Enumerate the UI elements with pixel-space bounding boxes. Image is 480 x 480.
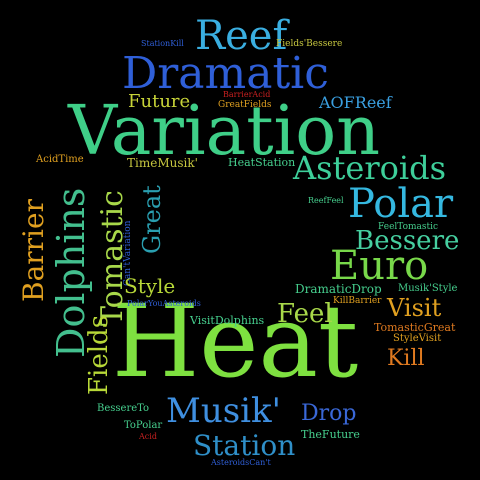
word-dramatic: Dramatic [122, 48, 329, 99]
word-stationkill: StationKill [141, 39, 184, 48]
word-polaryouasteroids: PolarYouAsteroids [127, 299, 201, 308]
word-reeffeel: ReefFeel [308, 196, 344, 205]
word-heatstation: HeatStation [228, 156, 296, 169]
word-acidtime: AcidTime [36, 154, 84, 165]
word-fields: Fields [84, 314, 114, 395]
word-reef: Reef [195, 13, 288, 59]
word-dramaticdrop: DramaticDrop [295, 282, 382, 296]
word-future: Future [128, 91, 191, 112]
word-visit: Visit [387, 294, 442, 322]
word-acid: Acid [139, 432, 157, 441]
word-euro: Euro [330, 243, 429, 289]
word-style: Style [124, 274, 176, 298]
word-feel: Feel [277, 299, 333, 329]
word-greatfields: GreatFields [218, 100, 272, 110]
word-polar: Polar [348, 181, 454, 227]
word-killbarrier: KillBarrier [333, 296, 382, 306]
word-musik: Musik' [166, 391, 281, 431]
word-asteroidscant: AsteroidsCan't [211, 458, 271, 467]
word-bessere: Bessere [355, 226, 460, 256]
word-topolar: ToPolar [124, 420, 163, 431]
word-barrieracid: BarrierAcid [223, 90, 271, 99]
word-aofreef: AOFReef [319, 93, 392, 112]
word-heat: Heat [112, 283, 359, 400]
word-station: Station [193, 429, 296, 462]
word-fieldsbessere: Fields'Bessere [276, 39, 343, 49]
word-timemusik: TimeMusik' [127, 156, 198, 170]
word-besserto: BessereTo [97, 403, 150, 414]
word-barrier: Barrier [17, 199, 50, 302]
word-musikstyle: Musik'Style [398, 283, 458, 294]
word-tomasticgreat: TomasticGreat [374, 321, 456, 334]
word-drop: Drop [301, 401, 357, 426]
word-visitdolphins: VisitDolphins [190, 314, 265, 327]
word-great: Great [138, 185, 166, 254]
word-kill: Kill [387, 346, 425, 371]
word-variation: Variation [68, 92, 381, 171]
word-asteroids: Asteroids [293, 149, 447, 187]
word-feeltomastic: FeelTomastic [378, 222, 439, 232]
word-thefuture: TheFuture [301, 428, 360, 441]
word-stylevisit: StyleVisit [393, 333, 442, 344]
